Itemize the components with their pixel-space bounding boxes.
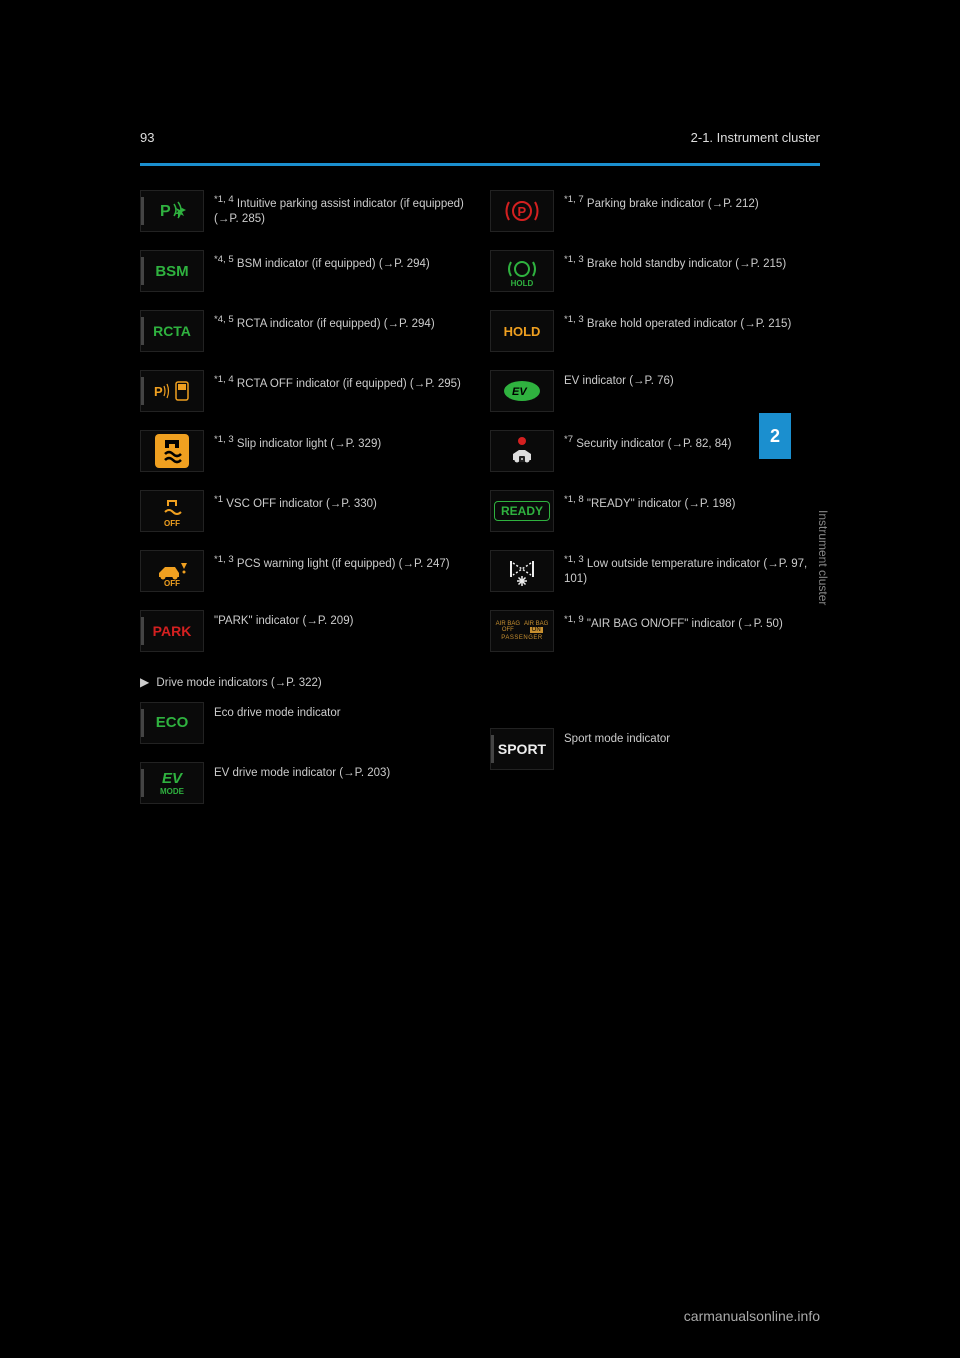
header-divider <box>140 163 820 166</box>
parking-brake-icon: P <box>500 196 544 226</box>
ev-icon: EV <box>501 379 543 403</box>
indicator-label: Sport mode indicator <box>564 728 670 748</box>
svg-text:P: P <box>154 384 163 399</box>
svg-text:EV: EV <box>512 386 528 398</box>
indicator-label: EV drive mode indicator (→P. 203) <box>214 762 390 782</box>
indicator-label: *4, 5 RCTA indicator (if equipped) (→P. … <box>214 310 435 332</box>
indicator-row: ECO Eco drive mode indicator <box>140 702 470 744</box>
indicator-icon-box: AIR BAGOFFAIR BAGONPASSENGER <box>490 610 554 652</box>
indicator-label: *7 Security indicator (→P. 82, 84) <box>564 430 731 452</box>
indicator-label: *1, 9 "AIR BAG ON/OFF" indicator (→P. 50… <box>564 610 783 632</box>
indicator-label: *1, 3 Low outside temperature indicator … <box>564 550 820 588</box>
bsm-icon: BSM <box>155 263 188 280</box>
indicator-row: SPORT Sport mode indicator <box>490 728 820 770</box>
chapter-tab: 2 <box>759 413 791 459</box>
indicator-icon-box: P <box>490 190 554 232</box>
indicator-row: READY *1, 8 "READY" indicator (→P. 198) <box>490 490 820 532</box>
indicator-label: *1, 3 Slip indicator light (→P. 329) <box>214 430 381 452</box>
indicator-row: PARK "PARK" indicator (→P. 209) <box>140 610 470 652</box>
indicator-icon-box: EV <box>490 370 554 412</box>
low-temp-icon <box>503 555 541 587</box>
drivemode-heading: ▶ Drive mode indicators (→P. 322) <box>140 670 470 692</box>
indicator-label: *4, 5 BSM indicator (if equipped) (→P. 2… <box>214 250 430 272</box>
indicator-icon-box: RCTA <box>140 310 204 352</box>
airbag-icon: AIR BAGOFFAIR BAGONPASSENGER <box>491 610 553 652</box>
indicator-row: P *1, 7 Parking brake indicator (→P. 212) <box>490 190 820 232</box>
manual-page: 93 2-1. Instrument cluster P *1, 4 Intuit… <box>0 0 960 862</box>
indicator-label: *1, 7 Parking brake indicator (→P. 212) <box>564 190 759 212</box>
rcta-icon: RCTA <box>153 323 191 339</box>
left-column: P *1, 4 Intuitive parking assist indicato… <box>140 190 470 822</box>
park-icon: PARK <box>153 623 192 639</box>
indicator-icon-box <box>140 430 204 472</box>
indicator-icon-box: P <box>140 190 204 232</box>
indicator-icon-box: OFF <box>140 550 204 592</box>
brake-hold-operated-icon: HOLD <box>504 324 541 339</box>
indicator-label: *1 VSC OFF indicator (→P. 330) <box>214 490 377 512</box>
indicator-row: P *1, 4 RCTA OFF indicator (if equipped) … <box>140 370 470 412</box>
indicator-row: AIR BAGOFFAIR BAGONPASSENGER *1, 9 "AIR B… <box>490 610 820 652</box>
indicator-label: Eco drive mode indicator <box>214 702 341 722</box>
indicator-row: P *1, 4 Intuitive parking assist indicato… <box>140 190 470 232</box>
header-page-number: 93 <box>140 130 154 145</box>
indicator-row: OFF *1, 3 PCS warning light (if equipped)… <box>140 550 470 592</box>
indicator-label: "PARK" indicator (→P. 209) <box>214 610 353 630</box>
slip-icon <box>155 434 189 468</box>
right-column: P *1, 7 Parking brake indicator (→P. 212)… <box>490 190 820 822</box>
indicator-icon-box: EVMODE <box>140 762 204 804</box>
header-section: 2-1. Instrument cluster <box>691 130 820 145</box>
indicator-row: EVMODE EV drive mode indicator (→P. 203) <box>140 762 470 804</box>
indicator-row: *1, 3 Low outside temperature indicator … <box>490 550 820 592</box>
indicator-row: HOLD *1, 3 Brake hold operated indicator … <box>490 310 820 352</box>
indicator-label: *1, 4 Intuitive parking assist indicator… <box>214 190 470 228</box>
parking-assist-icon: P <box>152 196 192 226</box>
indicator-label: *1, 3 Brake hold operated indicator (→P.… <box>564 310 791 332</box>
indicator-row: EV EV indicator (→P. 76) <box>490 370 820 412</box>
indicator-icon-box: OFF <box>140 490 204 532</box>
indicator-label: *1, 4 RCTA OFF indicator (if equipped) (… <box>214 370 461 392</box>
footer-watermark: carmanualsonline.info <box>684 1308 820 1324</box>
indicator-label: *1, 3 Brake hold standby indicator (→P. … <box>564 250 786 272</box>
indicator-label: EV indicator (→P. 76) <box>564 370 674 390</box>
indicator-row: HOLD *1, 3 Brake hold standby indicator (… <box>490 250 820 292</box>
indicator-icon-box: P <box>140 370 204 412</box>
security-icon <box>507 434 537 468</box>
ready-icon: READY <box>494 501 550 521</box>
indicator-row: BSM *4, 5 BSM indicator (if equipped) (→P… <box>140 250 470 292</box>
svg-text:P: P <box>518 204 527 219</box>
ev-mode-icon: EVMODE <box>160 770 184 796</box>
indicator-icon-box <box>490 550 554 592</box>
indicator-icon-box: SPORT <box>490 728 554 770</box>
indicator-row: *1, 3 Slip indicator light (→P. 329) <box>140 430 470 472</box>
indicator-icon-box: PARK <box>140 610 204 652</box>
indicator-icon-box: READY <box>490 490 554 532</box>
eco-icon: ECO <box>156 714 189 731</box>
page-header: 93 2-1. Instrument cluster <box>140 130 820 145</box>
indicator-icon-box: BSM <box>140 250 204 292</box>
indicator-icon-box: HOLD <box>490 310 554 352</box>
sport-icon: SPORT <box>498 741 546 757</box>
indicator-icon-box <box>490 430 554 472</box>
indicator-row: OFF *1 VSC OFF indicator (→P. 330) <box>140 490 470 532</box>
indicator-row: RCTA *4, 5 RCTA indicator (if equipped) (… <box>140 310 470 352</box>
chapter-tab-label: Instrument cluster <box>798 468 830 648</box>
indicator-label: *1, 8 "READY" indicator (→P. 198) <box>564 490 736 512</box>
indicator-icon-box: ECO <box>140 702 204 744</box>
rcta-off-icon: P <box>150 376 194 406</box>
svg-text:P: P <box>160 203 171 220</box>
indicator-label: *1, 3 PCS warning light (if equipped) (→… <box>214 550 450 572</box>
indicator-icon-box: HOLD <box>490 250 554 292</box>
indicator-columns: P *1, 4 Intuitive parking assist indicato… <box>140 190 820 822</box>
